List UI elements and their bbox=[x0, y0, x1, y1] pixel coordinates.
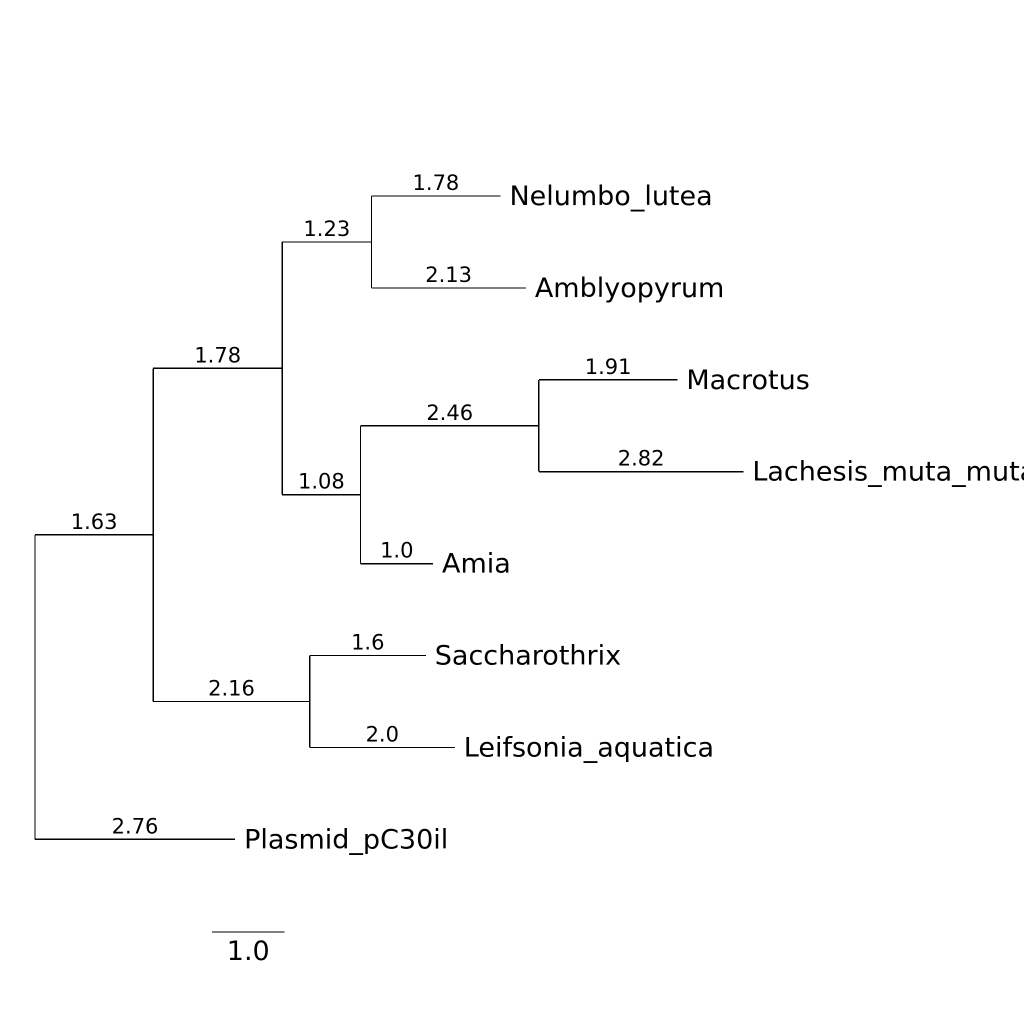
leaf-label-nelumbo-lutea: Nelumbo_lutea bbox=[509, 181, 712, 212]
tree-labels: 1.63 1.78 1.23 1.78 Nelumbo_lutea 2.13 Amblyop… bbox=[71, 171, 1024, 855]
leaf-label-saccharothrix: Saccharothrix bbox=[435, 641, 621, 672]
leaf-label-macrotus: Macrotus bbox=[686, 365, 809, 396]
branch-length-label: 1.63 bbox=[71, 510, 118, 534]
leaf-label-amblyopyrum: Amblyopyrum bbox=[535, 273, 725, 304]
branch-length-label: 1.91 bbox=[585, 355, 632, 379]
branch-length-label: 2.76 bbox=[112, 814, 159, 838]
branch-length-label: 1.23 bbox=[303, 217, 350, 241]
scale-bar-label: 1.0 bbox=[227, 936, 270, 967]
tree-branches bbox=[34, 195, 744, 840]
scale-bar: 1.0 bbox=[212, 931, 285, 967]
leaf-label-amia: Amia bbox=[442, 549, 511, 580]
branch-length-label: 2.0 bbox=[366, 722, 399, 746]
leaf-label-plasmid-pc30il: Plasmid_pC30il bbox=[244, 824, 448, 855]
branch-length-label: 1.78 bbox=[194, 343, 241, 367]
branch-length-label: 2.82 bbox=[618, 447, 665, 471]
branch-length-label: 1.6 bbox=[351, 631, 384, 655]
branch-length-label: 1.0 bbox=[380, 539, 413, 563]
branch-length-label: 1.78 bbox=[413, 171, 460, 195]
branch-length-label: 2.16 bbox=[208, 676, 255, 700]
branch-length-label: 2.13 bbox=[425, 263, 472, 287]
leaf-label-lachesis-muta-muta: Lachesis_muta_muta bbox=[752, 457, 1024, 488]
branch-length-label: 1.08 bbox=[298, 470, 345, 494]
branch-length-label: 2.46 bbox=[426, 401, 473, 425]
leaf-label-leifsonia-aquatica: Leifsonia_aquatica bbox=[464, 732, 714, 763]
